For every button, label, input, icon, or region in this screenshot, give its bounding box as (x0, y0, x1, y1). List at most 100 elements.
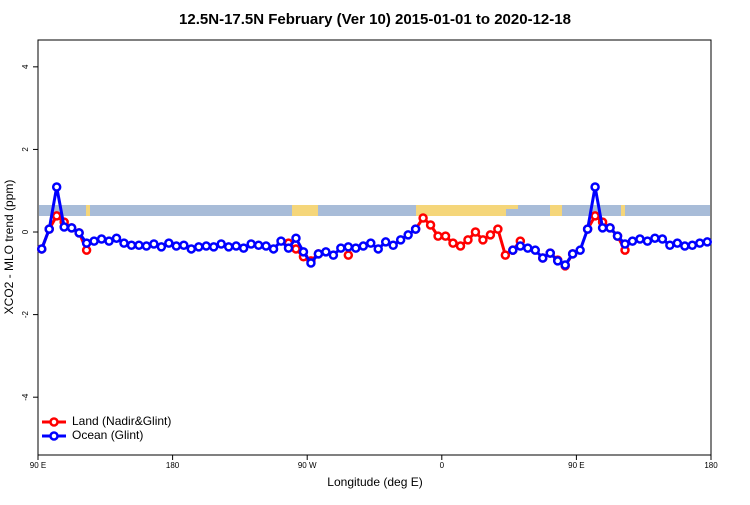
land-mask-band (39, 205, 710, 216)
data-point (134, 240, 144, 250)
data-point (223, 242, 234, 252)
data-point (410, 224, 421, 234)
data-point (36, 244, 47, 254)
data-point (403, 230, 413, 240)
x-tick-label: 0 (440, 461, 445, 470)
data-point (291, 233, 301, 243)
data-point (575, 245, 585, 255)
data-point (545, 248, 555, 258)
data-point (448, 238, 458, 248)
data-point (672, 238, 683, 248)
data-point (425, 220, 436, 230)
data-point (395, 235, 406, 245)
y-tick-label: 4 (21, 64, 30, 69)
data-point (680, 241, 690, 251)
land-patch (86, 205, 90, 216)
data-point (179, 240, 189, 250)
data-point (351, 243, 361, 253)
data-point (74, 228, 84, 238)
data-point (119, 238, 129, 248)
data-point (328, 250, 339, 260)
data-point (650, 233, 660, 243)
data-point (216, 239, 226, 249)
data-point (508, 245, 518, 255)
data-point (343, 250, 354, 260)
data-point (306, 258, 316, 268)
data-point (560, 260, 570, 270)
land-patch (621, 205, 625, 216)
data-point (500, 250, 511, 260)
data-point (253, 240, 264, 250)
y-tick-label: -2 (21, 311, 30, 319)
data-point (665, 240, 675, 250)
data-point (358, 241, 369, 251)
data-point (552, 256, 563, 266)
data-point (612, 231, 623, 241)
y-tick-label: 2 (21, 147, 30, 152)
data-point (51, 211, 62, 221)
data-point (283, 243, 294, 253)
data-point (620, 239, 630, 249)
data-point (238, 243, 249, 253)
data-point (463, 235, 473, 245)
x-tick-label: 180 (166, 461, 180, 470)
data-point (657, 234, 668, 244)
legend-label: Land (Nadir&Glint) (72, 414, 171, 428)
data-point (313, 249, 324, 259)
y-tick-label: -4 (21, 393, 30, 401)
data-point (515, 241, 526, 251)
legend-marker (49, 431, 59, 441)
land-patch (292, 205, 318, 216)
data-point (51, 182, 62, 192)
data-point (164, 238, 174, 248)
data-point (208, 242, 219, 252)
data-point (89, 236, 99, 246)
data-point (111, 233, 122, 243)
land-patch (416, 205, 506, 216)
data-point (470, 227, 481, 237)
data-point (126, 240, 137, 250)
data-point (388, 240, 398, 250)
data-point (523, 243, 533, 253)
data-point (433, 231, 443, 241)
data-point (493, 224, 503, 234)
data-point (171, 241, 182, 251)
data-point (96, 234, 107, 244)
data-point (268, 244, 279, 254)
data-point (81, 238, 92, 248)
chart-title: 12.5N-17.5N February (Ver 10) 2015-01-01… (179, 11, 571, 28)
data-point (702, 237, 713, 247)
data-point (605, 223, 615, 233)
data-point (336, 243, 346, 253)
data-point (141, 241, 152, 251)
data-point (485, 230, 496, 240)
data-point (642, 236, 653, 246)
data-point (298, 247, 309, 257)
x-axis-label: Longitude (deg E) (327, 475, 422, 489)
data-point (261, 241, 271, 251)
data-point (343, 242, 354, 252)
data-point (380, 237, 391, 247)
data-point (276, 236, 286, 246)
land-patch (550, 205, 562, 216)
data-point (321, 247, 331, 257)
data-point (194, 242, 204, 252)
data-point (538, 253, 548, 263)
data-point (627, 236, 638, 246)
data-point (635, 234, 645, 244)
data-point (687, 240, 698, 250)
data-point (104, 236, 114, 246)
x-tick-label: 90 E (568, 461, 584, 470)
data-point (156, 242, 167, 252)
data-point (590, 182, 600, 192)
land-patch (506, 205, 518, 209)
data-point (246, 239, 256, 249)
legend-marker (49, 417, 59, 427)
data-point (478, 235, 488, 245)
data-point (66, 223, 77, 233)
data-point (201, 241, 211, 251)
data-point (186, 244, 197, 254)
y-axis-label: XCO2 - MLO trend (ppm) (2, 180, 16, 315)
ocean-band (39, 205, 710, 216)
